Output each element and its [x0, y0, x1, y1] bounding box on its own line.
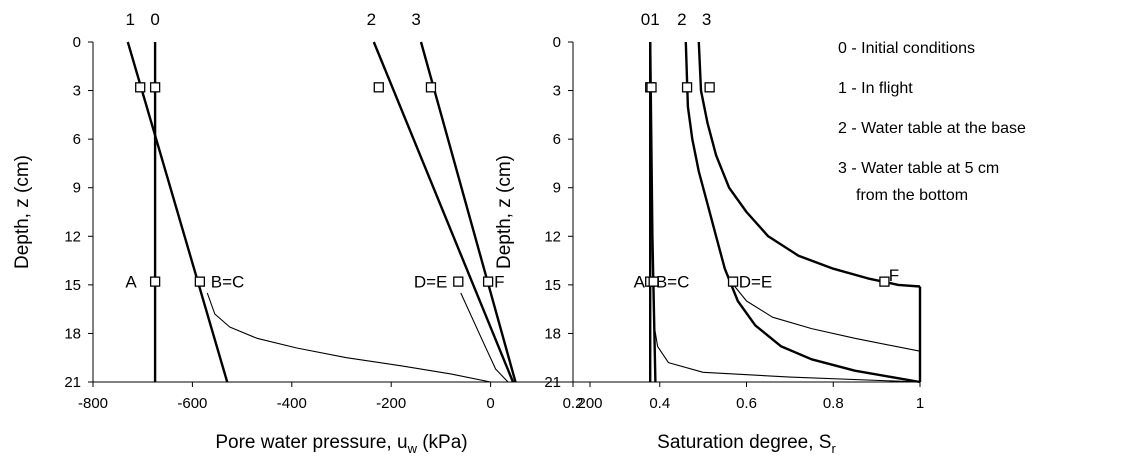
data-point-marker	[704, 82, 715, 93]
curve-label: 0	[641, 10, 650, 29]
curve-label: 2	[367, 10, 376, 29]
data-point-marker	[879, 276, 890, 287]
data-point-marker	[648, 276, 659, 287]
series-line-1	[649, 41, 657, 383]
data-point-marker	[646, 82, 657, 93]
legend-entry-0: 0 - Initial conditions	[838, 40, 975, 57]
x-tick-label: 0.6	[736, 395, 757, 412]
data-point-marker	[194, 276, 206, 287]
point-label: A	[125, 273, 137, 292]
curve-label: 2	[677, 10, 686, 29]
point-label: B=C	[656, 273, 690, 292]
series-line-3	[419, 41, 517, 383]
y-tick-label: 0	[553, 34, 561, 51]
y-axis-title: Depth, z (cm)	[494, 155, 515, 269]
y-tick-label: 6	[553, 131, 561, 148]
y-tick-label: 15	[64, 277, 81, 294]
series-line-1	[126, 41, 229, 383]
x-axis-title: Saturation degree, Sr	[657, 432, 836, 456]
x-tick-label: -400	[277, 395, 307, 412]
series-line-5	[460, 292, 509, 383]
y-tick-label: 9	[553, 180, 561, 197]
data-point-marker	[482, 276, 494, 287]
y-tick-label: 18	[544, 325, 561, 342]
y-tick-label: 15	[544, 277, 561, 294]
x-tick-label: 0	[486, 395, 494, 412]
legend: 0 - Initial conditions 1 - In flight 2 -…	[838, 40, 1026, 204]
data-point-marker	[453, 276, 464, 287]
x-tick-label: -200	[376, 395, 406, 412]
y-tick-label: 0	[73, 34, 81, 51]
y-axis-title: Depth, z (cm)	[12, 155, 33, 269]
x-tick-label: -600	[177, 395, 207, 412]
y-tick-label: 6	[73, 131, 81, 148]
point-label: F	[889, 266, 899, 285]
data-point-marker	[149, 276, 161, 287]
data-point-marker	[135, 82, 146, 93]
data-point-marker	[425, 82, 437, 93]
legend-entry-2: 2 - Water table at the base	[838, 120, 1026, 137]
x-tick-label: 0.8	[823, 395, 844, 412]
series-line-6	[733, 284, 921, 352]
data-point-marker	[727, 276, 739, 287]
y-tick-label: 21	[544, 374, 561, 391]
x-axis-title: Pore water pressure, uw (kPa)	[215, 432, 467, 456]
point-label: D=E	[414, 273, 448, 292]
series-line-2	[684, 41, 921, 384]
y-tick-label: 9	[73, 180, 81, 197]
legend-entry-1: 1 - In flight	[838, 80, 913, 97]
x-tick-label: 0.2	[563, 395, 584, 412]
y-tick-label: 18	[64, 325, 81, 342]
x-tick-label: 1	[916, 395, 924, 412]
data-point-marker	[681, 82, 693, 93]
curve-label: 1	[126, 10, 135, 29]
x-tick-label: -800	[78, 395, 108, 412]
series-line-5	[652, 292, 921, 383]
y-tick-label: 3	[553, 83, 561, 100]
series-line-4	[206, 292, 491, 383]
y-tick-label: 3	[73, 83, 81, 100]
point-label: A	[634, 273, 646, 292]
series-line-3	[697, 41, 921, 288]
point-label: F	[494, 273, 504, 292]
point-label: B=C	[211, 273, 245, 292]
data-point-marker	[373, 82, 384, 93]
point-label: D=E	[739, 273, 773, 292]
x-tick-label: 0.4	[649, 395, 670, 412]
x-tick-label: 200	[577, 395, 602, 412]
data-point-marker	[149, 82, 161, 93]
series-line-2	[372, 41, 515, 383]
y-tick-label: 12	[64, 228, 81, 245]
y-tick-label: 21	[64, 374, 81, 391]
curve-label: 1	[650, 10, 659, 29]
curve-label: 3	[702, 10, 711, 29]
y-tick-label: 12	[544, 228, 561, 245]
legend-entry-3: 3 - Water table at 5 cm	[838, 160, 999, 177]
curve-label: 3	[411, 10, 420, 29]
curve-label: 0	[150, 10, 159, 29]
legend-entry-4: from the bottom	[856, 187, 968, 204]
